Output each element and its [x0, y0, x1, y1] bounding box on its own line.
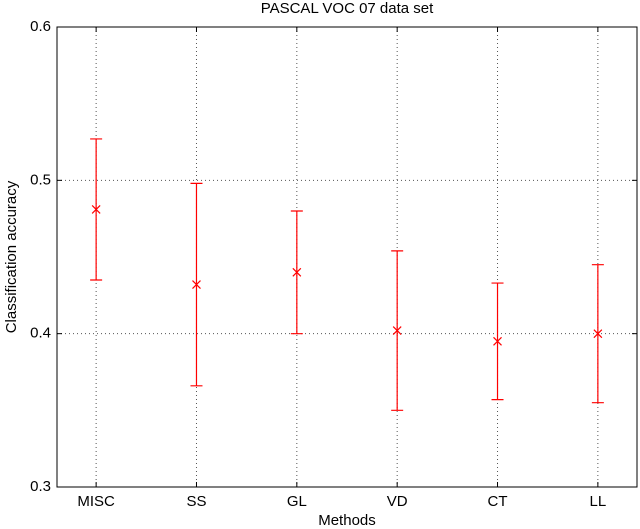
chart-title: PASCAL VOC 07 data set	[261, 0, 434, 17]
mean-marker	[593, 329, 603, 339]
y-tick-label: 0.4	[30, 325, 51, 342]
y-tick-label: 0.6	[30, 18, 51, 35]
x-tick-label: LL	[590, 493, 607, 510]
x-tick-label: SS	[186, 493, 206, 510]
x-axis-label: Methods	[318, 512, 376, 529]
mean-marker	[292, 267, 302, 277]
x-tick-label: GL	[287, 493, 307, 510]
x-tick-label: CT	[488, 493, 508, 510]
x-tick-label: VD	[387, 493, 408, 510]
mean-marker	[493, 336, 502, 346]
plot-frame	[56, 26, 638, 488]
mean-marker	[91, 205, 101, 214]
mean-marker	[192, 280, 201, 290]
y-tick-label: 0.3	[30, 478, 51, 495]
y-axis-label: Classification accuracy	[3, 180, 20, 333]
x-tick-label: MISC	[77, 493, 115, 510]
y-tick-label: 0.5	[30, 171, 51, 188]
mean-marker	[392, 326, 402, 336]
